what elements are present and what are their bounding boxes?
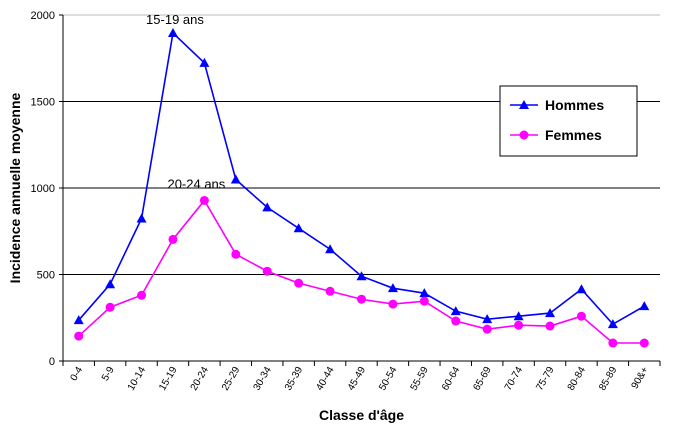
data-point-hommes (199, 57, 210, 67)
data-point-femmes (639, 338, 649, 348)
data-point-femmes (451, 316, 461, 326)
x-tick-label: 80-84 (566, 365, 589, 393)
data-point-femmes (168, 234, 178, 244)
data-point-hommes (607, 319, 618, 329)
data-point-femmes (231, 249, 241, 259)
y-tick-label: 500 (37, 270, 55, 282)
x-tick-label: 0-4 (69, 365, 86, 383)
x-tick-label: 45-49 (346, 365, 369, 393)
data-point-femmes (262, 266, 272, 276)
x-tick-label: 75-79 (534, 365, 557, 393)
data-point-hommes (325, 244, 336, 254)
y-tick-label: 1000 (31, 183, 55, 195)
legend-circle-icon (519, 130, 529, 140)
x-tick-label: 85-89 (597, 365, 620, 393)
x-tick-label: 90&+ (630, 365, 651, 391)
data-point-hommes (387, 283, 398, 293)
data-point-femmes (545, 321, 555, 331)
data-point-hommes (576, 284, 587, 294)
data-point-hommes (73, 315, 84, 325)
y-tick-label: 0 (49, 356, 55, 368)
data-point-hommes (167, 27, 178, 37)
legend-triangle-icon (519, 100, 529, 109)
annotation-label: 20-24 ans (167, 176, 225, 191)
data-point-femmes (514, 320, 524, 330)
x-tick-label: 65-69 (471, 365, 494, 393)
data-point-femmes (199, 195, 209, 205)
data-point-femmes (325, 286, 335, 296)
x-tick-label: 20-24 (189, 365, 212, 393)
x-tick-label: 70-74 (503, 365, 526, 393)
legend-box (499, 85, 638, 157)
data-point-femmes (294, 278, 304, 288)
data-point-femmes (357, 294, 366, 304)
data-point-femmes (74, 331, 84, 341)
x-axis-title: Classe d'âge (319, 407, 404, 423)
data-point-hommes (419, 288, 430, 298)
series-line-hommes (78, 31, 645, 326)
legend-label-hommes: Hommes (545, 97, 604, 113)
x-tick-label: 35-39 (283, 365, 306, 393)
legend-label-femmes: Femmes (545, 127, 602, 143)
data-point-femmes (419, 296, 429, 306)
data-point-hommes (356, 271, 367, 281)
x-tick-label: 30-34 (252, 365, 275, 393)
data-point-hommes (230, 174, 241, 184)
data-point-hommes (545, 308, 556, 318)
data-point-femmes (608, 338, 618, 348)
y-axis-title: Incidence annuelle moyenne (7, 92, 23, 283)
data-point-hommes (639, 301, 650, 311)
x-tick-label: 5-9 (100, 365, 117, 383)
y-tick-label: 1500 (31, 97, 55, 109)
data-point-femmes (482, 324, 492, 334)
data-point-femmes (137, 290, 147, 300)
data-point-femmes (388, 299, 398, 309)
data-point-hommes (136, 213, 147, 223)
data-point-femmes (576, 311, 586, 321)
x-tick-label: 10-14 (126, 365, 149, 393)
y-tick-label: 2000 (31, 10, 55, 22)
data-point-hommes (105, 279, 116, 289)
x-tick-label: 25-29 (220, 365, 243, 393)
x-tick-label: 50-54 (377, 365, 400, 393)
data-point-femmes (105, 302, 115, 312)
data-point-hommes (482, 314, 493, 324)
x-tick-label: 40-44 (314, 365, 337, 393)
annotation-label: 15-19 ans (146, 12, 204, 27)
data-point-hommes (513, 311, 524, 321)
x-tick-label: 60-64 (440, 365, 463, 393)
x-tick-label: 15-19 (157, 365, 180, 393)
x-tick-label: 55-59 (409, 365, 432, 393)
data-point-hommes (262, 202, 273, 212)
data-point-hommes (293, 223, 304, 233)
data-point-hommes (450, 306, 461, 316)
